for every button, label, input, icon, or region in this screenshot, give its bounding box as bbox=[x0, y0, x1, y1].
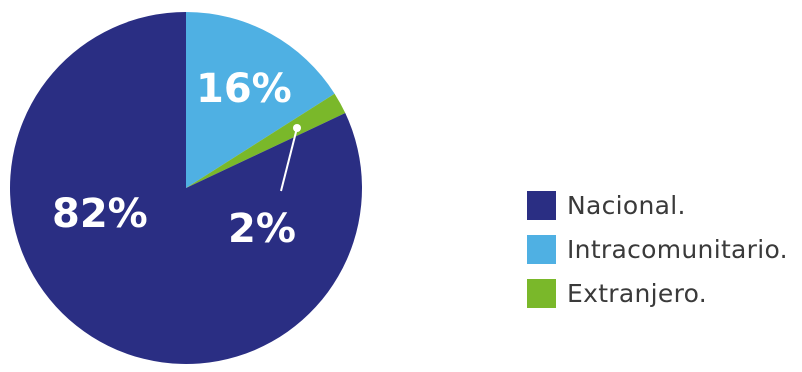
legend-item-extranjero: Extranjero. bbox=[527, 278, 788, 308]
legend: Nacional. Intracomunitario. Extranjero. bbox=[527, 190, 788, 322]
legend-swatch-intracomunitario bbox=[527, 234, 556, 264]
legend-item-nacional: Nacional. bbox=[527, 190, 788, 220]
legend-item-intracomunitario: Intracomunitario. bbox=[527, 234, 788, 264]
pie-chart: 16% 2% 82% bbox=[10, 12, 363, 364]
pie-slice-intracomunitario bbox=[186, 12, 335, 188]
legend-swatch-nacional bbox=[527, 190, 556, 220]
legend-label-nacional: Nacional. bbox=[567, 190, 686, 220]
pie-slices bbox=[10, 12, 363, 364]
pie-slice-nacional bbox=[10, 12, 363, 364]
data-label-extranjero: 2% bbox=[228, 206, 296, 252]
callout-line-extranjero bbox=[280, 127, 298, 192]
legend-label-intracomunitario: Intracomunitario. bbox=[567, 234, 788, 264]
callout-dot-extranjero bbox=[293, 124, 301, 132]
pie-slice-extranjero bbox=[186, 93, 346, 188]
legend-label-extranjero: Extranjero. bbox=[567, 278, 707, 308]
legend-swatch-extranjero bbox=[527, 278, 556, 308]
data-label-nacional: 82% bbox=[52, 191, 148, 237]
data-label-intracomunitario: 16% bbox=[196, 66, 292, 112]
